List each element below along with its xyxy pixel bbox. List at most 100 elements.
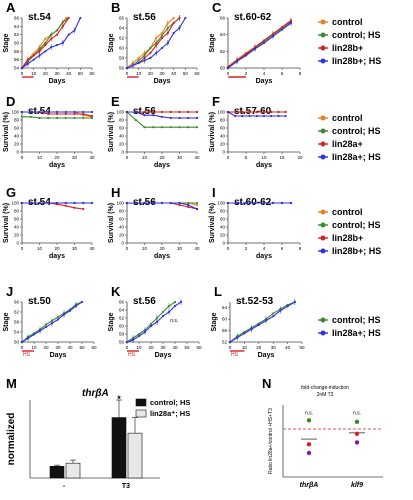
y-tick-label: 62 [220, 49, 226, 54]
data-point-lin28b [82, 112, 85, 116]
panel-letter-A: A [6, 0, 16, 15]
y-tick-label: 54 [14, 330, 20, 335]
legend-top: control control; HS lin28b+ lin28b+; HS [318, 17, 381, 66]
category-label: T3 [122, 483, 130, 490]
data-point-lin28b_hs [195, 207, 199, 211]
data-point-control_hs [56, 315, 60, 319]
data-point-lin28b_hs [20, 201, 24, 205]
data-point-lin28b [55, 112, 59, 116]
y-tick-label: 62 [14, 310, 20, 315]
data-point-lin28b [277, 110, 280, 114]
bar-light [127, 432, 143, 479]
panel-E: Est.56010203040020406080100daysSurvival … [108, 94, 200, 169]
y-axis-label: Stage [3, 312, 10, 331]
data-point-lin28b_hs [262, 41, 266, 45]
data-point-lin28b_hs [47, 110, 50, 114]
data-point-control_hs [137, 332, 141, 336]
legend-marker [320, 19, 326, 25]
y-tick-label: 0 [222, 241, 225, 246]
x-tick-label: 40 [194, 155, 200, 160]
series-line-lin28b_hs [21, 17, 81, 69]
data-point-control_hs [169, 126, 172, 129]
data-point-lin28b_hs [38, 110, 41, 114]
data-point [354, 440, 360, 445]
x-tick-label: 30 [271, 345, 277, 350]
data-point-lin28b [255, 110, 258, 114]
panel-title-C: st.60-62 [234, 12, 272, 23]
y-tick-label: 20 [14, 233, 20, 238]
y-tick-label: 80 [14, 209, 20, 214]
data-point-control_hs [160, 34, 164, 37]
data-point-control_hs [155, 316, 159, 320]
data-point-lin28b [187, 110, 190, 114]
data-point-lin28b [55, 33, 59, 36]
data-point-lin28b_hs [226, 66, 230, 70]
data-point-lin28b_hs [178, 116, 181, 120]
legend-marker [320, 209, 326, 215]
data-point-control_hs [149, 322, 153, 326]
x-tick-label: 20 [159, 246, 165, 251]
x-tick-label: 60 [91, 345, 97, 350]
panel-letter-D: D [6, 94, 15, 109]
data-point-lin28b_hs [160, 201, 164, 205]
data-point-control_hs [134, 118, 137, 122]
data-point-lin28a_hs [149, 324, 153, 328]
panel-G: Gst.54010203040020406080100daysSurvival … [3, 185, 95, 260]
data-point-lin28b_hs [29, 110, 32, 114]
data-point-lin28b_hs [253, 47, 257, 50]
data-point-control [195, 203, 199, 207]
data-point-lin28b_hs [187, 116, 190, 120]
data-point-lin28b_hs [270, 114, 273, 118]
data-point-lin28a_hs [137, 334, 141, 338]
data-point-lin28b_hs [73, 110, 76, 114]
data-point-lin28b_hs [82, 201, 85, 205]
x-tick-label: 20 [159, 155, 165, 160]
x-tick-label: 10 [31, 345, 37, 350]
data-point-lin28a_hs [143, 330, 147, 334]
panel-letter-H: H [111, 185, 120, 200]
y-tick-label: 100 [11, 110, 19, 115]
data-point-lin28b_hs [64, 110, 67, 114]
y-axis-label: Stage [108, 312, 115, 331]
y-tick-label: 60 [119, 324, 125, 329]
y-tick-label: 64 [222, 305, 228, 310]
y-tick-label: 66 [14, 16, 20, 21]
data-point-lin28b_hs [226, 201, 230, 205]
y-axis-label: Survival (%) [3, 112, 10, 152]
x-tick-label: 40 [67, 345, 73, 350]
x-axis-label: days [256, 162, 272, 169]
data-point-lin28a_hs [80, 300, 84, 304]
x-tick-label: 10 [142, 246, 148, 251]
data-point-lin28b [73, 112, 76, 116]
legend-marker [320, 141, 326, 147]
data-point-lin28b_hs [280, 201, 284, 205]
legend-mid: control control; HS lin28a+ lin28a+; HS [318, 113, 381, 162]
y-tick-label: 80 [220, 209, 226, 214]
data-point-lin28b [149, 51, 152, 55]
y-tick-label: 64 [119, 308, 125, 313]
data-point-lin28b_hs [26, 62, 29, 65]
x-tick-label: 50 [299, 345, 305, 350]
x-axis-label: days [154, 253, 170, 260]
y-tick-label: 58 [14, 49, 20, 54]
category-label: klf9 [351, 482, 363, 489]
hs-label: HS [128, 352, 136, 358]
data-point-lin28b [44, 43, 47, 47]
x-axis-label: Days [258, 352, 275, 359]
panel-letter-B: B [111, 0, 120, 15]
data-point-lin28a_hs [236, 336, 239, 339]
data-point-lin28b_hs [241, 114, 244, 118]
data-point-lin28b_hs [67, 33, 70, 36]
data-point-control_hs [152, 126, 155, 129]
y-tick-label: 20 [119, 142, 125, 147]
x-tick-label: 10 [136, 71, 142, 76]
panel-letter-I: I [212, 185, 216, 200]
legend-label: control; HS [332, 315, 381, 325]
panel-L: Lst.52-53 0 10 20 30 40 50 52 56 60 64 Days Stage HS [211, 284, 305, 359]
data-point-lin28a_hs [279, 309, 282, 312]
y-tick-label: 58 [14, 320, 20, 325]
data-point-lin28b_hs [20, 66, 24, 70]
data-point-lin28b_hs [131, 64, 134, 67]
data-point-lin28a_hs [32, 333, 36, 336]
